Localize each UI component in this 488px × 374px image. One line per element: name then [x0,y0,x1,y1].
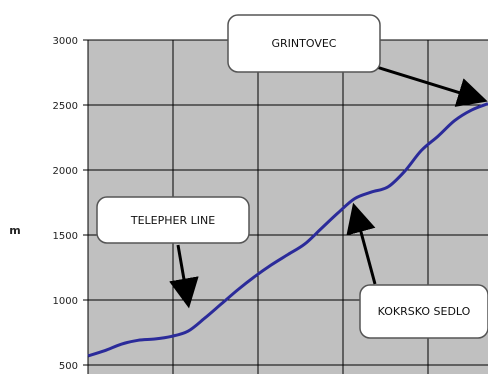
series-line [87,102,488,358]
y-tick-label: 3000 [53,36,78,47]
y-tick-label: 1000 [53,296,78,307]
callout-label: TELEPHER LINE [130,214,215,227]
callout-arrow [169,244,199,309]
callouts: GRINTOVEC TELEPHER LINE KOKRSKO SEDLO [96,14,488,339]
callout-box [96,196,250,244]
y-tick-label: 2500 [53,101,78,112]
callout-label: GRINTOVEC [272,37,337,50]
y-axis-label: m [9,224,20,237]
callout-box [359,284,488,339]
callout-label: KOKRSKO SEDLO [378,305,471,318]
callout-arrow [346,202,377,285]
y-tick-label: 500 [59,361,78,372]
y-tick-label: 1500 [53,231,78,242]
callout-box [227,14,381,73]
y-axis: 500 1000 1500 2000 2500 3000 [53,36,88,372]
y-tick-label: 2000 [53,166,78,177]
